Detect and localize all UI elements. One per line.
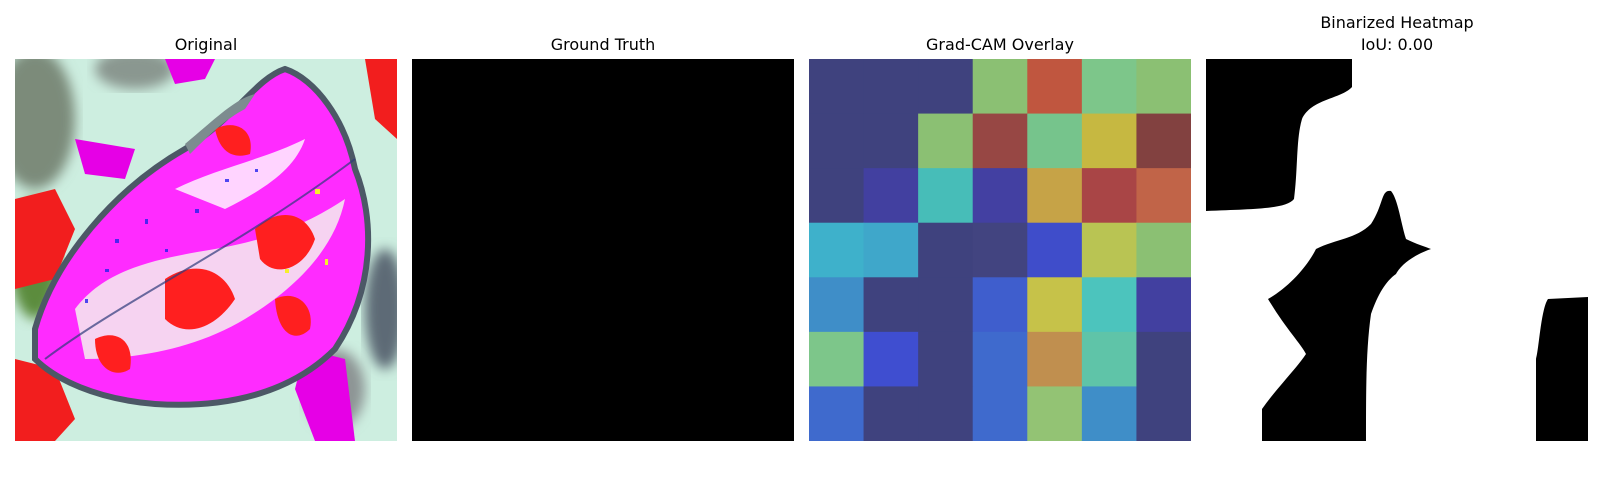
heatmap-cell-1-5 (1081, 113, 1138, 169)
gradcam-title: Grad-CAM Overlay (926, 35, 1074, 54)
heatmap-cell-4-5 (1081, 277, 1138, 333)
heatmap-cell-1-4 (1027, 113, 1083, 169)
heatmap-cell-4-6 (1136, 277, 1191, 333)
ground-truth-mask (412, 59, 794, 441)
heatmap-cell-0-1 (863, 59, 919, 115)
heatmap-cell-6-2 (918, 386, 974, 441)
heatmap-cell-2-1 (863, 168, 919, 224)
gradcam-image (809, 59, 1191, 441)
heatmap-cell-0-4 (1027, 59, 1083, 115)
heatmap-cell-2-2 (918, 168, 974, 224)
heatmap-cell-6-4 (1027, 386, 1083, 441)
heatmap-cell-2-6 (1136, 168, 1191, 224)
heatmap-cell-3-0 (809, 222, 865, 278)
heatmap-cell-4-0 (809, 277, 865, 333)
heatmap-cell-6-3 (972, 386, 1028, 441)
heatmap-cell-3-5 (1081, 222, 1138, 278)
binarized-title: Binarized Heatmap (1320, 13, 1474, 32)
heatmap-cell-6-1 (863, 386, 919, 441)
ground-truth-title: Ground Truth (550, 35, 656, 54)
heatmap-cell-5-3 (972, 331, 1028, 388)
gradcam-heatmap (809, 59, 1191, 441)
gradcam-panel: Grad-CAM Overlay (809, 0, 1191, 500)
heatmap-cell-3-2 (918, 222, 974, 278)
heatmap-cell-2-5 (1081, 168, 1138, 224)
heatmap-cell-1-3 (972, 113, 1028, 169)
heatmap-cell-4-4 (1027, 277, 1083, 333)
heatmap-cell-2-0 (809, 168, 865, 224)
binarized-image (1206, 59, 1588, 441)
heatmap-cell-2-4 (1027, 168, 1083, 224)
heatmap-cell-3-4 (1027, 222, 1083, 278)
heatmap-cell-0-6 (1136, 59, 1191, 115)
heatmap-cell-5-2 (918, 331, 974, 388)
heatmap-cell-5-5 (1081, 331, 1138, 388)
original-image (15, 59, 397, 441)
heatmap-cell-6-6 (1136, 386, 1191, 441)
heatmap-cell-4-1 (863, 277, 919, 333)
heatmap-cell-4-3 (972, 277, 1028, 333)
heatmap-cell-5-4 (1027, 331, 1083, 388)
heatmap-cell-0-3 (972, 59, 1028, 115)
heatmap-cell-3-1 (863, 222, 919, 278)
original-title: Original (174, 35, 238, 54)
heatmap-cell-1-2 (918, 113, 974, 169)
heatmap-cell-1-1 (863, 113, 919, 169)
heatmap-cell-1-6 (1136, 113, 1191, 169)
heatmap-cell-5-6 (1136, 331, 1191, 388)
original-panel: Original (15, 0, 397, 500)
binarized-panel: Binarized Heatmap IoU: 0.00 (1206, 0, 1588, 500)
binarized-mask (1206, 59, 1588, 441)
heatmap-cell-4-2 (918, 277, 974, 333)
heatmap-cell-6-5 (1081, 386, 1138, 441)
ground-truth-image (412, 59, 794, 441)
heatmap-cell-6-0 (809, 386, 865, 441)
ground-truth-panel: Ground Truth (412, 0, 794, 500)
heatmap-cell-2-3 (972, 168, 1028, 224)
heatmap-cell-5-1 (863, 331, 919, 388)
heatmap-cell-0-5 (1081, 59, 1138, 115)
heatmap-cell-3-6 (1136, 222, 1191, 278)
heatmap-cell-0-2 (918, 59, 974, 115)
heatmap-cell-1-0 (809, 113, 865, 169)
heatmap-cell-3-3 (972, 222, 1028, 278)
iou-label: IoU: 0.00 (1360, 35, 1434, 54)
heatmap-cell-5-0 (809, 331, 865, 388)
leaf-image (15, 59, 397, 441)
heatmap-cell-0-0 (809, 59, 865, 115)
